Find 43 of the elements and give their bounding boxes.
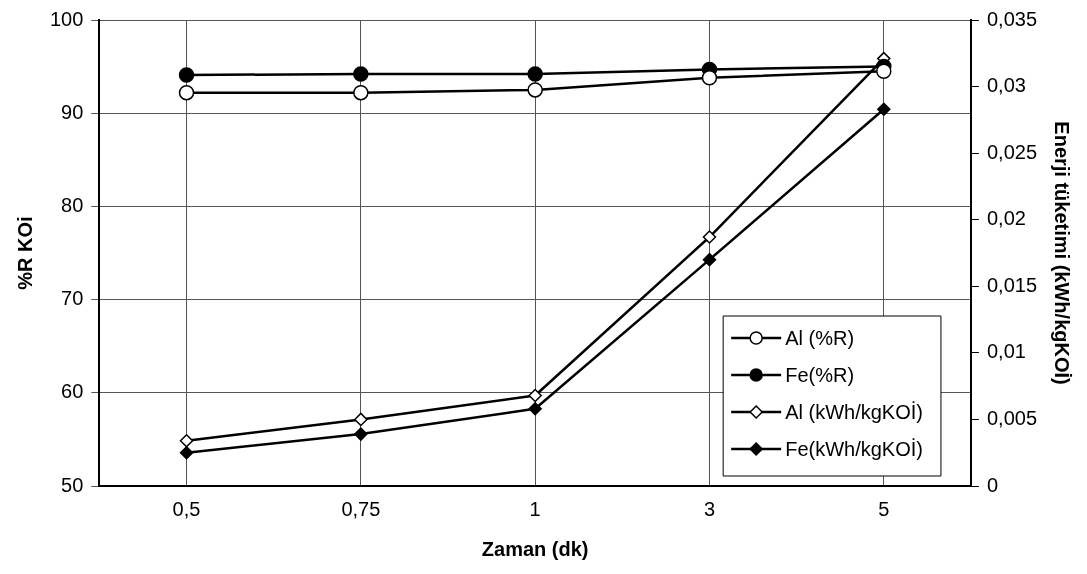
y2-tick-label: 0 bbox=[986, 473, 999, 496]
point bbox=[702, 252, 717, 267]
x-tick-label: 0,5 bbox=[172, 497, 201, 520]
y-axis-title: %R KOi bbox=[13, 216, 36, 290]
point bbox=[527, 82, 543, 98]
point bbox=[528, 388, 542, 403]
y2-tick-label: 0,02 bbox=[986, 207, 1026, 230]
point bbox=[354, 412, 368, 427]
legend-label: Al (%R) bbox=[785, 326, 855, 349]
y2-axis-title: Enerji tüketimi (kWh/kgKOİ) bbox=[1051, 121, 1074, 385]
y-tick-label: 80 bbox=[61, 193, 84, 216]
y2-tick-label: 0,015 bbox=[986, 273, 1038, 296]
point bbox=[876, 63, 892, 80]
y-tick-label: 60 bbox=[61, 380, 84, 403]
x-tick-label: 0,75 bbox=[341, 497, 381, 520]
point bbox=[701, 70, 718, 86]
y-tick-label: 50 bbox=[61, 473, 84, 496]
y-tick-label: 100 bbox=[49, 7, 84, 30]
y2-tick-label: 0,025 bbox=[986, 140, 1038, 163]
point bbox=[702, 230, 717, 244]
point bbox=[528, 402, 542, 416]
y2-tick-label: 0,01 bbox=[986, 340, 1026, 363]
point bbox=[353, 84, 369, 101]
point bbox=[178, 67, 195, 83]
point bbox=[527, 66, 543, 82]
point bbox=[354, 427, 368, 441]
point bbox=[178, 84, 195, 101]
point bbox=[353, 66, 369, 82]
point bbox=[179, 445, 194, 460]
y2-tick-label: 0,03 bbox=[986, 74, 1026, 97]
legend-label: Fe(%R) bbox=[785, 363, 855, 386]
x-tick-label: 1 bbox=[529, 497, 541, 520]
point bbox=[179, 433, 194, 448]
x-tick-label: 5 bbox=[878, 497, 890, 520]
y2-tick-label: 0,035 bbox=[986, 7, 1038, 30]
legend-label: Al (kWh/kgKOİ) bbox=[785, 400, 923, 423]
y2-tick-label: 0,005 bbox=[986, 406, 1038, 429]
x-axis-title: Zaman (dk) bbox=[481, 537, 589, 560]
point bbox=[877, 102, 891, 116]
y-tick-label: 70 bbox=[61, 287, 84, 310]
legend-label: Fe(kWh/kgKOİ) bbox=[785, 437, 923, 460]
x-tick-label: 3 bbox=[703, 497, 716, 520]
y-tick-label: 90 bbox=[61, 100, 84, 123]
